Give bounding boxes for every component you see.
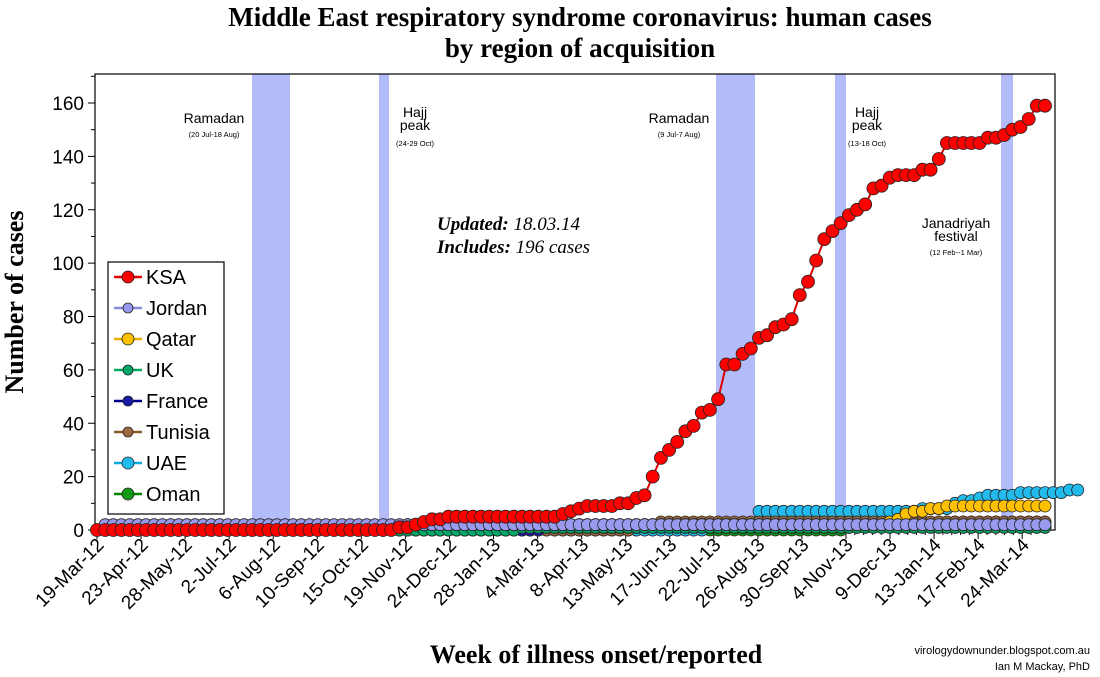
x-axis-title: Week of illness onset/reported [430,640,763,669]
legend-label-tunisia: Tunisia [146,422,211,444]
data-point [1021,112,1036,126]
legend-swatch-marker [121,456,135,470]
data-point [784,312,799,327]
legend-label-uae: UAE [146,453,187,475]
y-tick-label: 140 [52,147,84,168]
legend-label-ksa: KSA [146,267,187,289]
update-annotation: Updated: 18.03.14 Includes: 196 cases [436,214,590,258]
plot-frame [94,73,1056,531]
updated-line: Updated: 18.03.14 [437,214,581,235]
includes-label: Includes: [436,237,511,258]
includes-line: Includes: 196 cases [436,237,590,258]
series-ksa [90,98,1052,537]
band-label-5: Janadriyah festival [922,215,991,244]
x-axis-ticks: 19-Mar-1223-Apr-1228-May-122-Jul-126-Aug… [32,530,1034,614]
legend-swatch-marker [122,426,134,438]
band-1 [252,74,290,530]
band-label-3: Ramadan [649,110,710,126]
data-point [645,469,660,484]
data-point [1038,518,1052,532]
legend-label-qatar: Qatar [146,329,196,351]
series-jordan [90,518,1052,537]
y-tick-label: 60 [63,361,84,382]
band-3 [716,74,755,530]
credit-author: Ian M Mackay, PhD [995,661,1090,673]
data-point [1038,499,1052,513]
band-5 [1001,74,1013,530]
band-dates-5: (12 Feb--1 Mar) [930,248,983,257]
event-bands: Ramadan (20 Jul-18 Aug) Hajj peak (24-29 Oct… [184,74,1013,530]
band-label-4: Hajj peak [852,104,883,133]
credit-url: virologydownunder.blogspot.com.au [914,645,1090,657]
y-tick-label: 20 [63,468,84,489]
data-point [1071,483,1085,497]
legend-swatch-marker [121,270,135,284]
data-point [686,418,701,433]
data-point [1038,98,1052,113]
legend-swatch-marker [122,395,134,407]
updated-label: Updated: [437,214,509,235]
legend-label-oman: Oman [146,484,200,506]
y-axis-title: Number of cases [0,211,29,394]
legend-label-uk: UK [146,360,174,382]
data-point [670,434,685,449]
legend-swatch-marker [121,487,135,501]
chart-title-line2: by region of acquisition [445,33,715,63]
band-dates-2: (24-29 Oct) [396,139,434,148]
band-dates-4: (13-18 Oct) [848,139,886,148]
legend-label-jordan: Jordan [146,298,207,320]
legend: KSA Jordan Qatar UK France Tunisia UAE Oman [107,261,225,515]
y-tick-label: 40 [63,414,84,435]
series-layer [90,98,1085,537]
band-dates-1: (20 Jul-18 Aug) [189,130,240,139]
data-point [923,162,938,177]
band-4 [835,74,846,530]
updated-value: 18.03.14 [514,214,581,235]
data-point [703,402,717,417]
band-2 [379,74,389,530]
band-label-2: Hajj peak [400,104,431,133]
legend-swatch-marker [122,364,134,376]
legend-swatch-marker [121,332,135,346]
y-tick-label: 100 [52,254,84,275]
y-tick-label: 160 [52,94,84,115]
y-tick-label: 80 [63,308,84,329]
y-tick-label: 120 [52,201,84,222]
data-point [711,392,725,407]
data-point [931,152,946,166]
chart-title-line1: Middle East respiratory syndrome coronav… [228,2,932,32]
data-point [809,253,824,268]
band-dates-3: (9 Jul-7 Aug) [658,130,701,139]
data-point [743,341,758,356]
data-point [637,488,652,503]
data-point [801,274,815,289]
band-label-1: Ramadan [184,110,245,126]
data-point [858,197,873,212]
includes-value: 196 cases [516,237,590,258]
legend-label-france: France [146,391,208,413]
data-point [727,357,742,372]
data-point [792,288,807,303]
legend-swatch-marker [122,302,134,314]
y-tick-label: 0 [73,521,84,542]
y-axis-ticks: 0 20 40 60 80 100 120 140 160 [52,75,95,542]
